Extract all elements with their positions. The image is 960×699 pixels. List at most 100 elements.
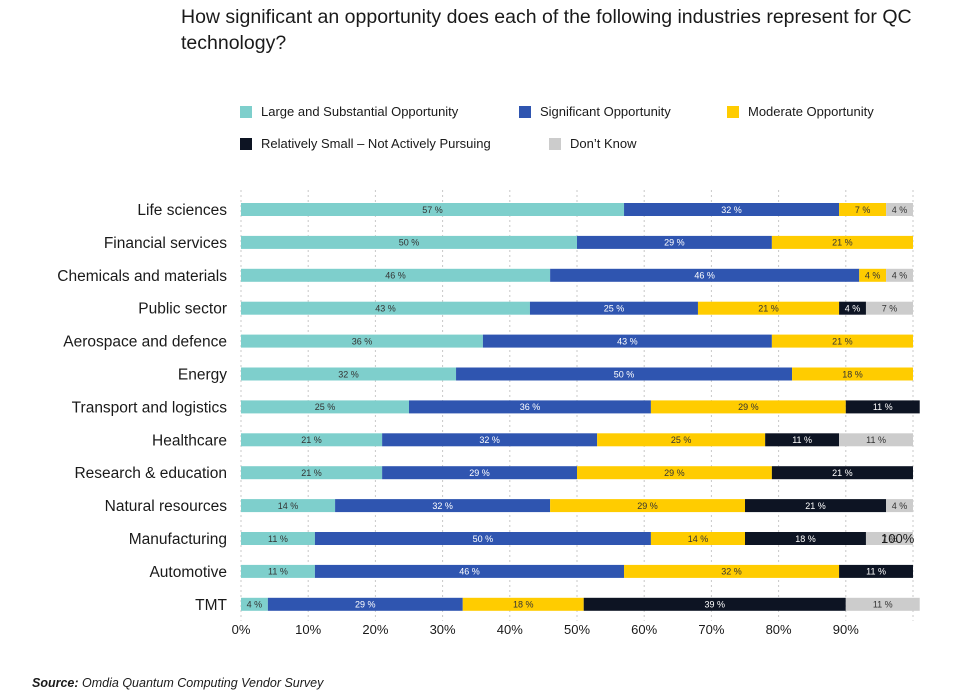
source-note: Source: Omdia Quantum Computing Vendor S… — [32, 676, 323, 690]
bar-financial-services-significant-opportunity — [577, 235, 772, 249]
bar-life-sciences-large-and-substantial-opportunity — [241, 203, 625, 216]
x-tick-label: 20% — [362, 622, 388, 637]
bar-energy-large-and-substantial-opportunity — [241, 367, 457, 381]
data-label: 21 % — [832, 336, 853, 346]
category-label-natural-resources: Natural resources — [105, 498, 228, 515]
bar-tmt-relatively-small-not-actively-pursuing — [583, 597, 846, 611]
legend-swatch — [549, 137, 561, 150]
data-label: 57 % — [422, 205, 443, 215]
data-label: 14 % — [278, 501, 299, 511]
legend-item-relatively-small-not-actively-pursuing: Relatively Small – Not Actively Pursuing — [240, 136, 491, 151]
data-label: 29 % — [664, 468, 685, 478]
category-label-life-sciences: Life sciences — [137, 202, 227, 219]
category-label-transport-and-logistics: Transport and logistics — [72, 399, 228, 416]
bar-natural-resources-large-and-substantial-opportunity — [241, 499, 336, 513]
data-label: 18 % — [842, 369, 863, 379]
data-label: 36 % — [520, 402, 541, 412]
bar-automotive-large-and-substantial-opportunity — [241, 564, 315, 578]
legend-item-don-t-know: Don’t Know — [549, 136, 636, 151]
bar-chemicals-and-materials-don-t-know — [886, 268, 913, 282]
data-label: 29 % — [469, 468, 490, 478]
source-label: Source: — [32, 676, 79, 690]
data-label: 4 % — [845, 304, 861, 314]
data-label: 43 % — [375, 304, 396, 314]
bar-aerospace-and-defence-large-and-substantial-opportunity — [241, 334, 483, 348]
bar-healthcare-significant-opportunity — [382, 433, 598, 447]
bar-chemicals-and-materials-significant-opportunity — [550, 268, 860, 282]
data-label: 25 % — [671, 435, 692, 445]
annotation-label: 100% — [881, 531, 915, 546]
data-label: 32 % — [432, 501, 453, 511]
x-tick-label: 10% — [295, 622, 321, 637]
chart-title: How significant an opportunity does each… — [181, 6, 912, 54]
x-tick-label: 70% — [698, 622, 724, 637]
data-label: 39 % — [705, 600, 726, 610]
data-label: 7 % — [882, 534, 898, 544]
data-label: 46 % — [459, 567, 480, 577]
data-label: 11 % — [268, 534, 288, 544]
data-label: 46 % — [694, 271, 715, 281]
data-label: 21 % — [758, 304, 779, 314]
x-tick-label: 30% — [430, 622, 456, 637]
data-label: 43 % — [617, 336, 638, 346]
data-label: 29 % — [664, 238, 685, 248]
bar-transport-and-logistics-moderate-opportunity — [650, 400, 846, 414]
bar-chemicals-and-materials-moderate-opportunity — [859, 268, 887, 282]
data-label: 11 % — [866, 435, 886, 445]
legend-label: Moderate Opportunity — [748, 104, 874, 119]
legend-item-large-and-substantial-opportunity: Large and Substantial Opportunity — [240, 104, 458, 119]
bar-manufacturing-don-t-know — [865, 532, 913, 545]
data-label: 4 % — [865, 271, 881, 281]
bar-transport-and-logistics-relatively-small-not-actively-pursuing — [845, 400, 920, 414]
bar-public-sector-large-and-substantial-opportunity — [241, 301, 530, 315]
data-label: 11 % — [873, 600, 893, 610]
bar-automotive-significant-opportunity — [314, 564, 625, 578]
category-label-research-education: Research & education — [74, 465, 227, 482]
bar-natural-resources-significant-opportunity — [335, 499, 551, 513]
legend-label: Significant Opportunity — [540, 104, 671, 119]
bar-public-sector-don-t-know — [865, 301, 913, 315]
data-label: 21 % — [832, 468, 853, 478]
data-label: 21 % — [832, 238, 853, 248]
data-label: 50 % — [473, 534, 494, 544]
bar-natural-resources-relatively-small-not-actively-pursuing — [745, 499, 887, 513]
legend-label: Large and Substantial Opportunity — [261, 104, 459, 119]
category-label-chemicals-and-materials: Chemicals and materials — [57, 268, 227, 285]
legend-label: Don’t Know — [570, 136, 637, 151]
bar-healthcare-don-t-know — [839, 433, 913, 447]
data-label: 25 % — [315, 402, 336, 412]
data-label: 11 % — [792, 435, 812, 445]
data-label: 18 % — [795, 534, 816, 544]
bar-aerospace-and-defence-moderate-opportunity — [771, 334, 913, 348]
data-label: 21 % — [301, 435, 322, 445]
data-label: 36 % — [352, 336, 373, 346]
data-label: 50 % — [614, 369, 635, 379]
data-label: 7 % — [882, 304, 898, 314]
x-tick-label: 50% — [564, 622, 590, 637]
bar-healthcare-large-and-substantial-opportunity — [241, 433, 383, 447]
data-label: 14 % — [688, 534, 709, 544]
bar-transport-and-logistics-significant-opportunity — [409, 400, 651, 414]
bar-energy-significant-opportunity — [456, 367, 793, 381]
bar-tmt-moderate-opportunity — [462, 597, 584, 611]
category-label-automotive: Automotive — [149, 564, 227, 581]
bar-transport-and-logistics-large-and-substantial-opportunity — [241, 400, 409, 414]
legend-swatch — [240, 137, 252, 150]
legend-item-significant-opportunity: Significant Opportunity — [519, 104, 671, 119]
data-label: 29 % — [637, 501, 658, 511]
category-label-energy: Energy — [178, 367, 227, 384]
bar-manufacturing-moderate-opportunity — [650, 532, 745, 545]
data-label: 11 % — [866, 567, 886, 577]
data-label: 29 % — [355, 600, 376, 610]
bar-healthcare-moderate-opportunity — [597, 433, 766, 447]
bar-life-sciences-don-t-know — [886, 203, 913, 216]
data-label: 21 % — [805, 501, 826, 511]
bar-tmt-don-t-know — [845, 597, 920, 611]
bar-energy-moderate-opportunity — [792, 367, 913, 381]
data-label: 50 % — [399, 238, 420, 248]
bar-research-education-significant-opportunity — [382, 466, 577, 480]
legend-swatch — [519, 105, 531, 118]
bar-life-sciences-significant-opportunity — [624, 203, 840, 216]
category-label-healthcare: Healthcare — [152, 432, 227, 449]
